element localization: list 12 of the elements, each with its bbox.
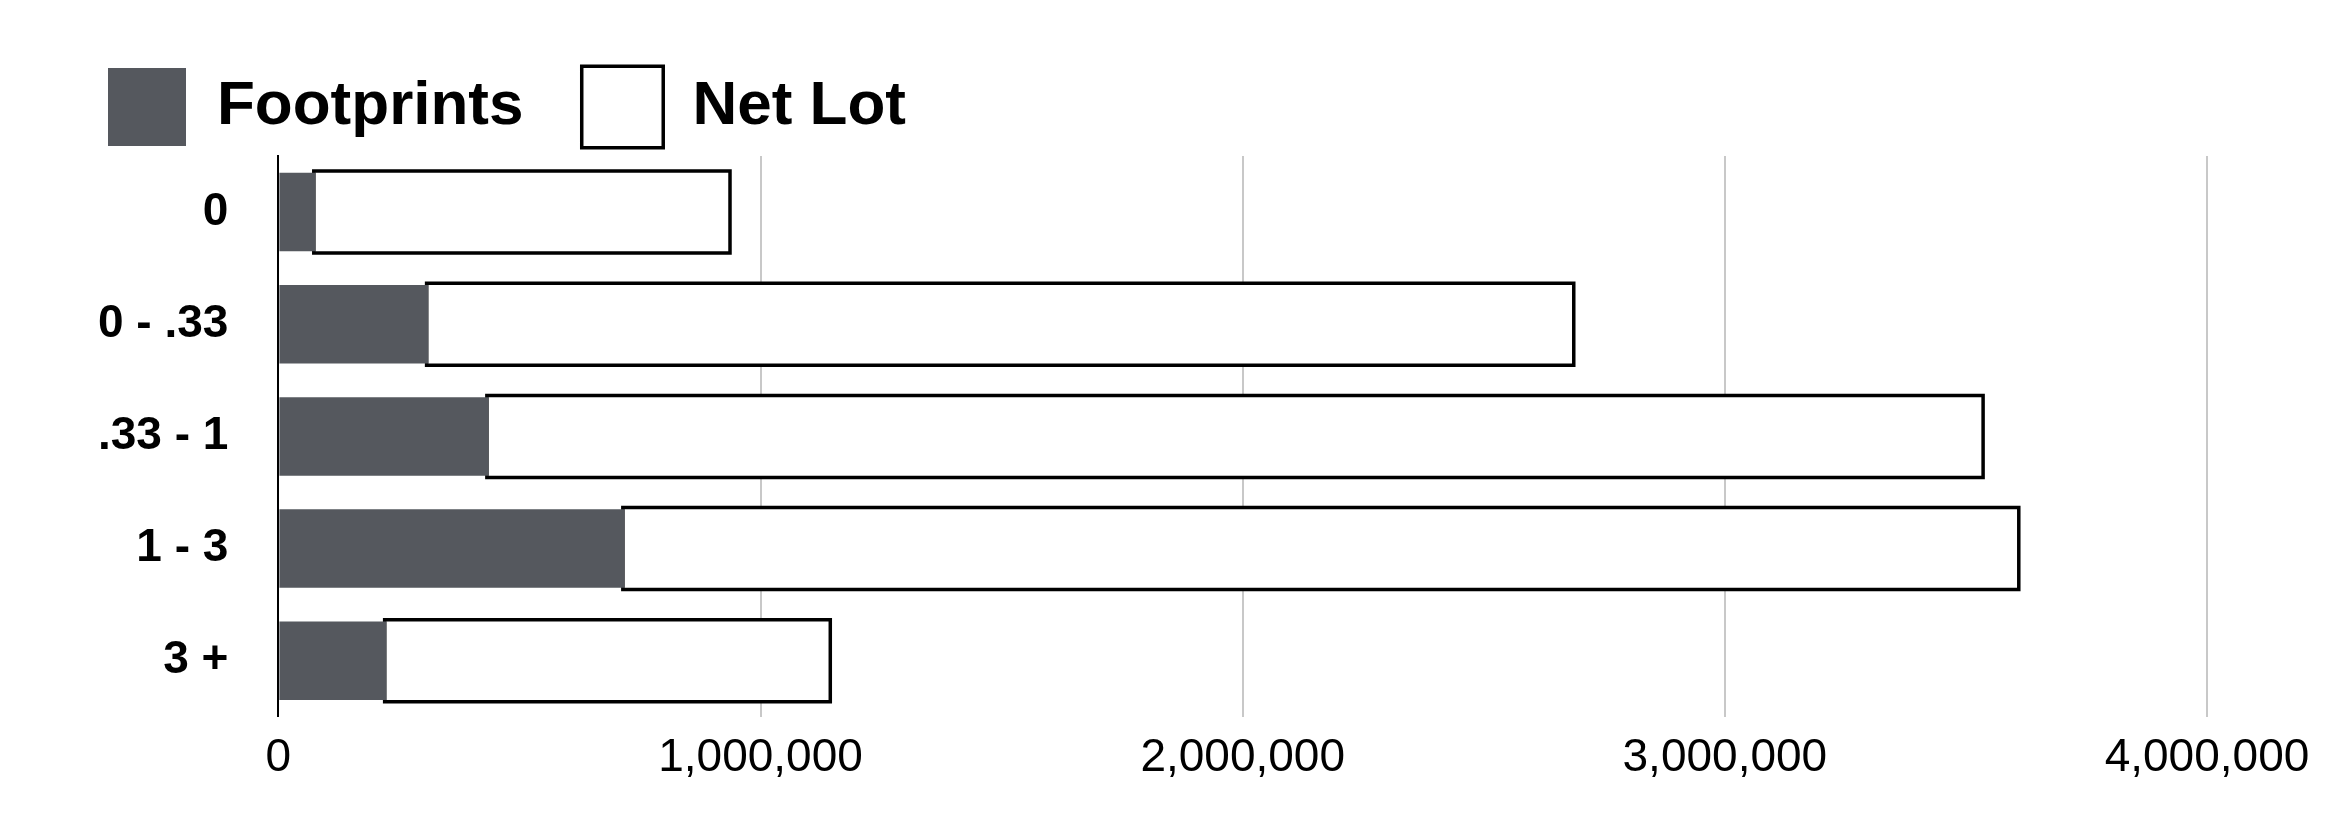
y-tick-label: 1 - 3 — [136, 519, 229, 572]
x-tick-label: 0 — [265, 729, 292, 782]
y-tick-label: 0 — [202, 182, 229, 235]
x-tick-label: 1,000,000 — [658, 729, 863, 782]
y-tick-label: 3 + — [163, 631, 229, 684]
y-tick-label: 0 - .33 — [97, 294, 229, 347]
x-tick-label: 4,000,000 — [2104, 729, 2310, 782]
x-tick-label: 2,000,000 — [1140, 729, 1346, 782]
legend-label: Footprints — [217, 68, 524, 138]
x-tick-label: 3,000,000 — [1622, 729, 1828, 782]
legend-label: Net Lot — [692, 68, 907, 138]
y-tick-label: .33 - 1 — [97, 407, 229, 460]
